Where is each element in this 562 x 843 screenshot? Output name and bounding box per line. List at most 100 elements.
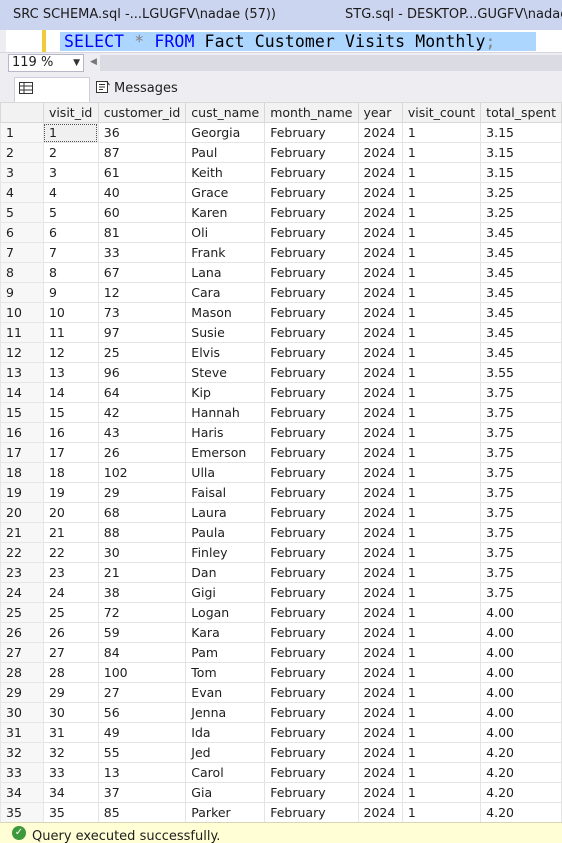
grid-cell[interactable]: 38 bbox=[97, 582, 187, 603]
tab-messages[interactable]: Messages bbox=[92, 77, 186, 102]
grid-cell[interactable]: Gia bbox=[185, 782, 266, 803]
grid-cell[interactable]: 5 bbox=[42, 202, 99, 223]
grid-cell[interactable]: 2024 bbox=[357, 642, 403, 663]
table-row[interactable]: 25 25 72 Logan February 2024 1 4.00 bbox=[0, 602, 562, 623]
grid-cell[interactable]: 29 bbox=[42, 682, 99, 703]
grid-cell[interactable]: 2024 bbox=[357, 362, 403, 383]
grid-cell[interactable]: 3.75 bbox=[480, 422, 562, 443]
table-row[interactable]: 33 33 13 Carol February 2024 1 4.20 bbox=[0, 762, 562, 783]
grid-cell[interactable]: Paula bbox=[185, 522, 266, 543]
grid-cell[interactable]: 4.00 bbox=[480, 682, 562, 703]
grid-cell[interactable]: 36 bbox=[97, 122, 187, 143]
grid-cell[interactable]: 23 bbox=[42, 562, 99, 583]
grid-cell[interactable]: 67 bbox=[97, 262, 187, 283]
horizontal-scrollbar[interactable] bbox=[100, 55, 562, 71]
table-row[interactable]: 32 32 55 Jed February 2024 1 4.20 bbox=[0, 742, 562, 763]
grid-cell[interactable]: 1 bbox=[401, 442, 482, 463]
grid-cell[interactable]: 7 bbox=[42, 242, 99, 263]
grid-cell[interactable]: 1 bbox=[401, 242, 482, 263]
grid-cell[interactable]: 12 bbox=[97, 282, 187, 303]
grid-cell[interactable]: 19 bbox=[42, 482, 99, 503]
grid-cell[interactable]: 3.15 bbox=[480, 122, 562, 143]
grid-cell[interactable]: February bbox=[264, 202, 359, 223]
row-number[interactable]: 33 bbox=[0, 762, 44, 783]
grid-cell[interactable]: Gigi bbox=[185, 582, 266, 603]
grid-cell[interactable]: 40 bbox=[97, 182, 187, 203]
grid-cell[interactable]: February bbox=[264, 142, 359, 163]
grid-cell[interactable]: 1 bbox=[401, 702, 482, 723]
grid-cell[interactable]: February bbox=[264, 342, 359, 363]
grid-cell[interactable]: 2024 bbox=[357, 762, 403, 783]
grid-cell[interactable]: 11 bbox=[42, 322, 99, 343]
grid-cell[interactable]: February bbox=[264, 702, 359, 723]
grid-cell[interactable]: 33 bbox=[42, 762, 99, 783]
grid-cell[interactable]: 2024 bbox=[357, 722, 403, 743]
grid-cell[interactable]: 42 bbox=[97, 402, 187, 423]
grid-cell[interactable]: 8 bbox=[42, 262, 99, 283]
grid-cell[interactable]: February bbox=[264, 302, 359, 323]
table-row[interactable]: 8 8 67 Lana February 2024 1 3.45 bbox=[0, 262, 562, 283]
row-number[interactable]: 5 bbox=[0, 202, 44, 223]
grid-cell[interactable]: Steve bbox=[185, 362, 266, 383]
grid-cell[interactable]: February bbox=[264, 162, 359, 183]
grid-cell[interactable]: 1 bbox=[401, 202, 482, 223]
grid-cell[interactable]: Dan bbox=[185, 562, 266, 583]
table-row[interactable]: 9 9 12 Cara February 2024 1 3.45 bbox=[0, 282, 562, 303]
sql-line[interactable]: SELECT * FROM Fact Customer Visits Month… bbox=[60, 32, 536, 51]
grid-cell[interactable]: 2024 bbox=[357, 162, 403, 183]
grid-cell[interactable]: 97 bbox=[97, 322, 187, 343]
grid-cell[interactable]: 2024 bbox=[357, 382, 403, 403]
grid-cell[interactable]: Karen bbox=[185, 202, 266, 223]
row-number[interactable]: 6 bbox=[0, 222, 44, 243]
grid-cell[interactable]: 3.45 bbox=[480, 282, 562, 303]
grid-cell[interactable]: Lana bbox=[185, 262, 266, 283]
table-row[interactable]: 26 26 59 Kara February 2024 1 4.00 bbox=[0, 622, 562, 643]
grid-cell[interactable]: 22 bbox=[42, 542, 99, 563]
grid-cell[interactable]: 2024 bbox=[357, 442, 403, 463]
grid-cell[interactable]: 2024 bbox=[357, 482, 403, 503]
table-row[interactable]: 2 2 87 Paul February 2024 1 3.15 bbox=[0, 142, 562, 163]
grid-cell[interactable]: Susie bbox=[185, 322, 266, 343]
grid-cell[interactable]: 88 bbox=[97, 522, 187, 543]
row-number[interactable]: 29 bbox=[0, 682, 44, 703]
grid-cell[interactable]: 1 bbox=[401, 382, 482, 403]
grid-cell[interactable]: 85 bbox=[97, 802, 187, 822]
grid-cell[interactable]: 3.75 bbox=[480, 462, 562, 483]
grid-cell[interactable]: 68 bbox=[97, 502, 187, 523]
row-number[interactable]: 9 bbox=[0, 282, 44, 303]
table-row[interactable]: 35 35 85 Parker February 2024 1 4.20 bbox=[0, 802, 562, 822]
zoom-select[interactable]: 119 % ▼ bbox=[8, 54, 84, 72]
table-row[interactable]: 27 27 84 Pam February 2024 1 4.00 bbox=[0, 642, 562, 663]
grid-cell[interactable]: 1 bbox=[401, 502, 482, 523]
grid-cell[interactable]: 1 bbox=[401, 302, 482, 323]
query-editor[interactable]: SELECT * FROM Fact Customer Visits Month… bbox=[0, 30, 562, 52]
grid-cell[interactable]: 10 bbox=[42, 302, 99, 323]
grid-cell[interactable]: 1 bbox=[401, 782, 482, 803]
grid-cell[interactable]: Emerson bbox=[185, 442, 266, 463]
row-number[interactable]: 23 bbox=[0, 562, 44, 583]
grid-cell[interactable]: 4.00 bbox=[480, 622, 562, 643]
grid-cell[interactable]: February bbox=[264, 322, 359, 343]
table-row[interactable]: 31 31 49 Ida February 2024 1 4.00 bbox=[0, 722, 562, 743]
grid-cell[interactable]: 4.20 bbox=[480, 782, 562, 803]
table-row[interactable]: 10 10 73 Mason February 2024 1 3.45 bbox=[0, 302, 562, 323]
grid-cell[interactable]: 1 bbox=[401, 562, 482, 583]
grid-cell[interactable]: February bbox=[264, 502, 359, 523]
grid-cell[interactable]: 16 bbox=[42, 422, 99, 443]
grid-cell[interactable]: 1 bbox=[401, 762, 482, 783]
grid-cell[interactable]: 1 bbox=[401, 362, 482, 383]
grid-cell[interactable]: 55 bbox=[97, 742, 187, 763]
grid-cell[interactable]: 2024 bbox=[357, 422, 403, 443]
grid-cell[interactable]: 2024 bbox=[357, 622, 403, 643]
grid-cell[interactable]: February bbox=[264, 382, 359, 403]
grid-cell[interactable]: February bbox=[264, 622, 359, 643]
grid-cell[interactable]: Cara bbox=[185, 282, 266, 303]
grid-corner[interactable] bbox=[0, 102, 44, 123]
row-number[interactable]: 18 bbox=[0, 462, 44, 483]
grid-cell[interactable]: 2024 bbox=[357, 542, 403, 563]
grid-cell[interactable]: 2024 bbox=[357, 402, 403, 423]
grid-cell[interactable]: 3.15 bbox=[480, 142, 562, 163]
grid-cell[interactable]: 24 bbox=[42, 582, 99, 603]
row-number[interactable]: 7 bbox=[0, 242, 44, 263]
grid-cell[interactable]: 1 bbox=[401, 342, 482, 363]
